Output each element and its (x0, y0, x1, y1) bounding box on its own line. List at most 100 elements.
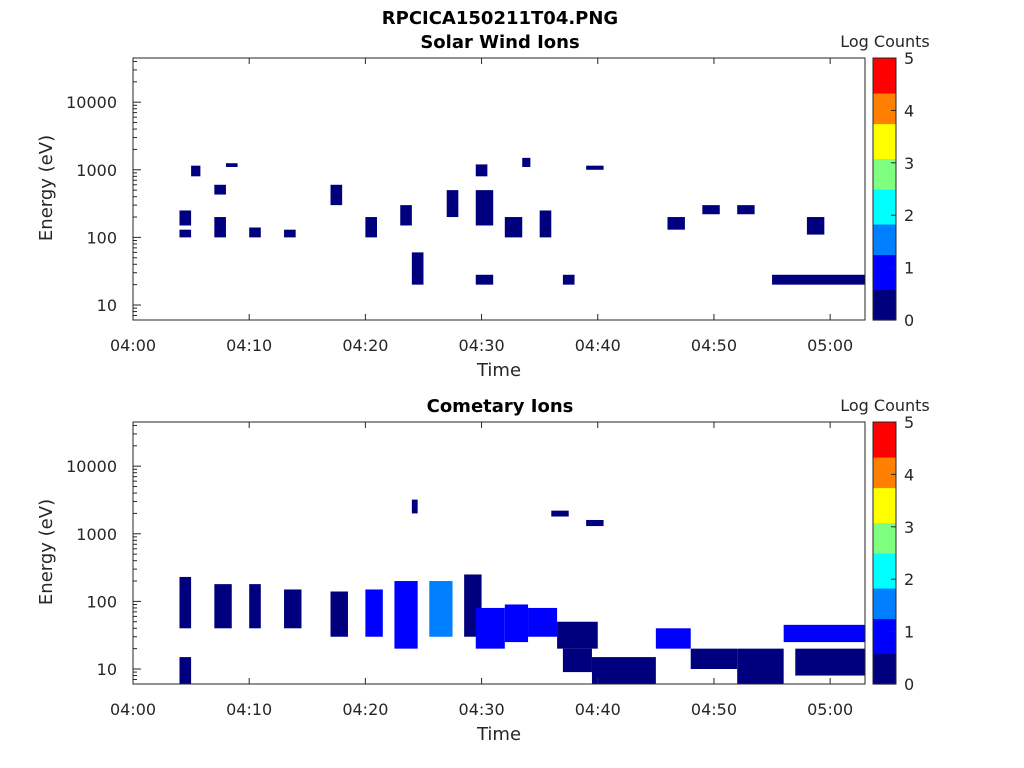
data-cell-1-20 (795, 648, 865, 676)
colorbar-segment (873, 557, 896, 563)
colorbar-segment (873, 101, 896, 107)
colorbar-segment (873, 245, 896, 251)
colorbar-segment (873, 271, 896, 277)
colorbar-segment (873, 587, 896, 593)
colorbar-segment (873, 483, 896, 489)
data-cell-1-2 (214, 584, 232, 629)
x-tick-label: 04:40 (575, 700, 621, 719)
colorbar-segment (873, 127, 896, 133)
data-cell-0-23 (737, 205, 755, 215)
data-cell-1-19 (783, 624, 865, 643)
data-cell-0-8 (330, 184, 343, 206)
colorbar-segment (873, 298, 896, 304)
colorbar-segment (873, 662, 896, 668)
colorbar-segment (873, 258, 896, 264)
solar-wind-colorbar-label: Log Counts (840, 32, 930, 51)
data-cell-1-1 (179, 657, 192, 684)
cometary-ticks: 04:00 04:10 04:20 04:30 04:40 04:50 05:00 10 100… (66, 422, 853, 719)
cometary-title: Cometary Ions (427, 396, 574, 417)
data-cell-1-13 (557, 621, 598, 649)
colorbar-segment (873, 189, 896, 194)
colorbar-segment (873, 535, 896, 541)
colorbar-segment (873, 58, 896, 63)
colorbar-segment (873, 465, 896, 471)
data-cell-0-11 (411, 252, 424, 285)
colorbar-segment (873, 184, 896, 190)
colorbar-segment (873, 306, 896, 312)
y-tick-label: 1000 (76, 161, 117, 180)
colorbar-segment (873, 491, 896, 497)
data-cell-1-12 (528, 607, 558, 637)
colorbar-segment (873, 574, 896, 580)
y-tick-label: 100 (86, 592, 117, 611)
data-cell-0-7 (284, 229, 296, 238)
colorbar-segment (873, 132, 896, 138)
colorbar-segment (873, 154, 896, 160)
solar-wind-title: Solar Wind Ions (420, 32, 579, 53)
colorbar-segment (873, 215, 896, 221)
data-cell-0-1 (179, 210, 192, 226)
colorbar-segment (873, 285, 896, 291)
colorbar-tick-label: 1 (904, 623, 914, 642)
x-tick-label: 05:00 (807, 336, 853, 355)
data-cell-0-18 (539, 210, 552, 238)
colorbar-segment (873, 92, 896, 98)
colorbar-frame (872, 57, 897, 321)
data-cell-1-7 (394, 581, 418, 649)
data-cell-0-9 (365, 217, 377, 238)
colorbar-segment (873, 609, 896, 615)
cometary-ylabel: Energy (eV) (36, 499, 57, 605)
colorbar-segment (873, 675, 896, 681)
colorbar-segment (873, 504, 896, 510)
data-cell-0-19 (562, 274, 575, 285)
data-cell-0-0 (179, 229, 192, 238)
colorbar-segment (873, 302, 896, 308)
colorbar-tick-label: 2 (904, 206, 914, 225)
colorbar-tick-label: 1 (904, 259, 914, 278)
colorbar-segment (873, 75, 896, 81)
colorbar-segment (873, 276, 896, 282)
colorbar-segment (873, 452, 896, 458)
cometary-panel: Cometary Ions Log Counts Time Energy (eV… (36, 396, 930, 745)
colorbar-segment (873, 478, 896, 484)
data-cell-0-16 (504, 217, 523, 238)
colorbar-segment (873, 579, 896, 585)
colorbar-tick-label: 0 (904, 311, 914, 330)
colorbar-segment (873, 474, 896, 480)
data-cell-1-5 (330, 591, 348, 637)
colorbar-segment (873, 71, 896, 77)
colorbar-frame (872, 421, 897, 685)
colorbar-segment (873, 197, 896, 203)
colorbar-segment (873, 180, 896, 186)
colorbar-segment (873, 509, 896, 515)
colorbar-segment (873, 539, 896, 545)
x-tick-label: 05:00 (807, 700, 853, 719)
cometary-plot-frame (132, 421, 866, 685)
colorbar-segment (873, 88, 896, 94)
colorbar-tick-label: 3 (904, 518, 914, 537)
data-cell-1-16 (655, 628, 691, 649)
solar-wind-panel: Solar Wind Ions Log Counts Time Energy (… (36, 32, 930, 381)
colorbar-segment (873, 666, 896, 672)
colorbar-segment (873, 631, 896, 637)
colorbar-segment (873, 461, 896, 467)
colorbar-segment (873, 167, 896, 173)
data-cell-0-12 (446, 190, 459, 218)
data-cell-1-6 (365, 589, 383, 637)
colorbar-segment (873, 487, 896, 493)
colorbar-segment (873, 210, 896, 216)
data-cell-0-25 (806, 217, 825, 235)
colorbar-segment (873, 518, 896, 524)
colorbar-segment (873, 254, 896, 260)
colorbar-tick-label: 5 (904, 413, 914, 432)
data-cell-0-10 (400, 205, 412, 226)
colorbar-tick-label: 4 (904, 101, 914, 120)
data-cell-0-21 (667, 217, 685, 230)
data-cell-1-18 (737, 648, 784, 684)
solar-wind-plot-frame (132, 57, 866, 321)
solar-wind-cells (179, 157, 865, 285)
colorbar-segment (873, 531, 896, 537)
y-tick-label: 10 (97, 296, 117, 315)
colorbar-tick-label: 2 (904, 570, 914, 589)
